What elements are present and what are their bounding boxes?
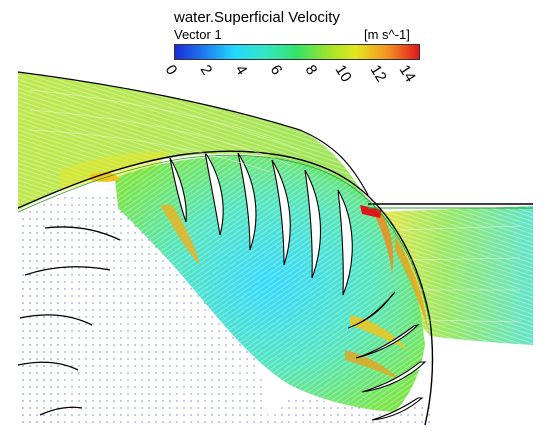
runner-blades bbox=[169, 151, 427, 421]
velocity-colorbar bbox=[174, 44, 420, 60]
legend-subtitle: Vector 1 bbox=[174, 27, 222, 42]
legend-unit: [m s^-1] bbox=[364, 27, 410, 42]
low-velocity-region bbox=[18, 192, 430, 425]
inlet-flow-band bbox=[18, 72, 370, 210]
legend-title: water.Superficial Velocity bbox=[174, 9, 340, 26]
flow-streaks bbox=[29, 89, 521, 323]
inner-blades bbox=[17, 226, 121, 416]
